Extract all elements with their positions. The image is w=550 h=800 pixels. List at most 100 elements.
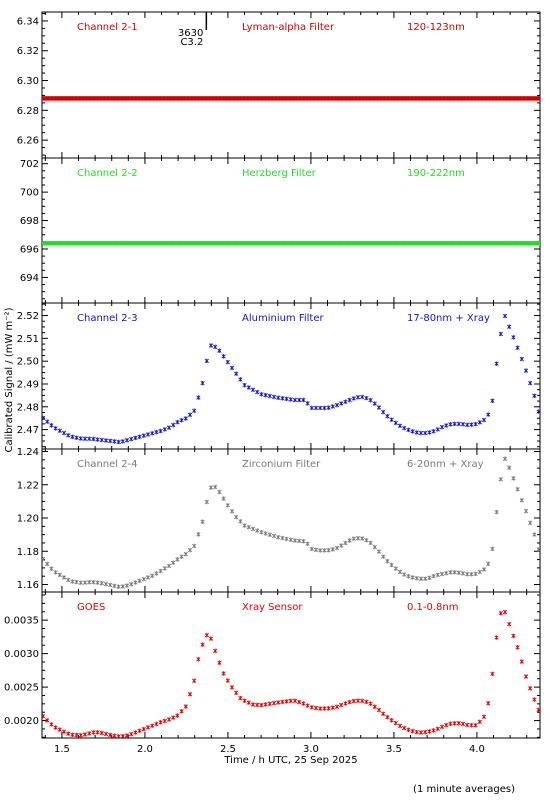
data-point — [364, 538, 369, 543]
data-point — [192, 543, 197, 549]
data-point — [166, 563, 172, 569]
data-point — [91, 579, 96, 585]
panel-data — [42, 609, 540, 738]
data-point — [313, 405, 319, 411]
data-point — [70, 434, 75, 440]
data-point — [192, 678, 197, 683]
data-point — [87, 436, 92, 441]
data-point — [389, 718, 394, 723]
data-point — [498, 331, 503, 337]
data-point — [175, 713, 180, 718]
data-point — [297, 397, 302, 403]
data-point — [364, 699, 369, 705]
data-point — [74, 732, 79, 738]
data-point — [313, 705, 319, 711]
data-point — [259, 530, 264, 535]
data-point — [502, 609, 508, 615]
data-point — [133, 435, 138, 441]
panel-channel-label: GOES — [77, 602, 105, 613]
data-point — [448, 422, 453, 427]
data-point — [108, 582, 113, 588]
data-point — [150, 431, 155, 436]
data-point — [234, 690, 239, 695]
data-point — [469, 723, 474, 728]
data-point — [82, 580, 88, 585]
data-point — [112, 583, 117, 589]
data-point — [120, 439, 125, 444]
data-point — [162, 427, 167, 432]
data-point — [225, 503, 230, 508]
data-point — [360, 394, 365, 400]
data-point — [355, 698, 361, 703]
x-tick-label: 2.5 — [220, 744, 236, 755]
data-point — [368, 701, 373, 706]
data-point — [301, 397, 306, 403]
data-point — [129, 436, 134, 442]
data-point — [536, 547, 540, 552]
data-point — [213, 484, 218, 490]
data-point — [42, 415, 46, 421]
data-point — [376, 707, 382, 713]
data-point — [70, 579, 75, 584]
data-point — [297, 538, 302, 544]
data-point — [95, 437, 100, 442]
data-point — [456, 721, 461, 726]
panel-data — [42, 96, 540, 101]
data-point — [108, 438, 113, 444]
data-point — [473, 723, 478, 728]
data-point — [120, 584, 125, 589]
data-point — [179, 709, 184, 714]
data-point — [423, 576, 428, 581]
data-point — [465, 422, 470, 428]
data-point — [145, 432, 151, 437]
panel-band-label: 190-222nm — [407, 168, 465, 179]
y-tick-label: 6.34 — [17, 16, 39, 27]
data-point — [326, 405, 331, 410]
panel-data — [42, 241, 540, 246]
panel-2: 694 696 698 700 702 Channel 2-2 Herzberg Filte… — [20, 157, 541, 304]
data-point — [537, 241, 540, 246]
data-point — [61, 575, 67, 580]
data-point — [523, 508, 529, 514]
data-point — [444, 571, 449, 576]
data-point — [267, 532, 272, 537]
data-point — [339, 543, 344, 548]
data-point — [45, 718, 50, 723]
y-tick-label: 698 — [20, 216, 39, 227]
panel-channel-label: Channel 2-4 — [77, 459, 138, 470]
footnote: (1 minute averages) — [413, 784, 515, 795]
data-point — [305, 703, 310, 708]
data-point — [103, 438, 109, 443]
data-point — [519, 659, 524, 664]
data-point — [292, 397, 298, 403]
data-point — [221, 354, 226, 359]
data-point — [150, 723, 155, 728]
data-point — [225, 359, 230, 365]
data-point — [166, 717, 172, 722]
data-point — [124, 438, 130, 443]
data-point — [95, 580, 100, 585]
data-point — [515, 645, 520, 650]
data-point — [133, 580, 138, 585]
y-tick-label: 6.32 — [17, 46, 39, 57]
data-point — [389, 417, 394, 422]
data-point — [162, 566, 167, 571]
data-point — [87, 731, 92, 736]
data-point — [397, 423, 403, 429]
data-point — [133, 730, 138, 735]
data-point — [204, 358, 209, 364]
data-point — [448, 721, 453, 726]
x-axis: 1.5 2.0 2.5 3.0 3.5 4.0 — [54, 744, 485, 755]
data-point — [418, 730, 424, 735]
data-point — [360, 698, 365, 704]
data-point — [477, 420, 482, 425]
data-point — [351, 396, 356, 401]
data-point — [385, 714, 390, 720]
data-point — [284, 536, 289, 542]
data-point — [439, 571, 445, 577]
x-tick-label: 3.0 — [303, 744, 319, 755]
y-tick-label: 6.26 — [17, 136, 39, 147]
data-point — [208, 343, 214, 348]
data-point — [343, 399, 348, 404]
data-point — [402, 425, 407, 431]
